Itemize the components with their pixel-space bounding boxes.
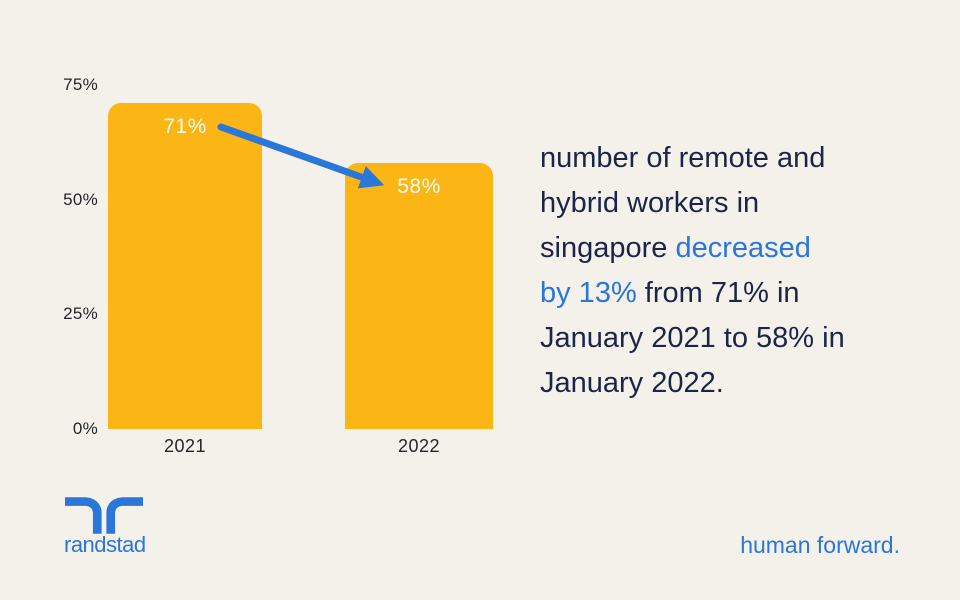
bar-2022: 58% (345, 163, 493, 429)
y-axis-tick: 25% (63, 304, 98, 324)
caption-highlight: by 13% (540, 277, 637, 309)
caption-segment: January 2021 to 58% in (540, 322, 845, 354)
x-axis-label: 2022 (397, 436, 441, 456)
y-axis-tick: 0% (72, 419, 98, 438)
bar-chart: 75% 50% 25% 0% 71% 58% 2021 2022 (0, 0, 540, 470)
bar-value-label: 71% (163, 115, 207, 138)
y-axis-tick: 50% (63, 189, 98, 209)
caption-line: number of remote and (540, 136, 920, 181)
bar-2021: 71% (108, 103, 262, 429)
caption-segment: from 71% in (636, 277, 800, 309)
caption-segment: number of remote and (540, 142, 826, 174)
caption-line: singapore decreased (540, 226, 920, 271)
caption-line: by 13% from 71% in (540, 271, 920, 316)
randstad-wordmark: randstad (64, 532, 146, 557)
caption-segment: singapore (540, 232, 676, 264)
x-axis-label: 2021 (163, 436, 207, 456)
tagline: human forward. (740, 532, 900, 558)
bar-value-label: 58% (397, 175, 441, 198)
caption-segment: hybrid workers in (540, 187, 760, 219)
caption-line: hybrid workers in (540, 181, 920, 226)
caption-highlight: decreased (675, 232, 811, 264)
randstad-logo (65, 497, 143, 534)
y-axis-tick: 75% (63, 74, 98, 94)
caption-line: January 2022. (540, 361, 920, 406)
randstad-logo-icon (65, 497, 143, 534)
caption-text: number of remote and hybrid workers in sin… (540, 136, 920, 406)
caption-segment: January 2022. (540, 367, 724, 399)
caption-line: January 2021 to 58% in (540, 316, 920, 361)
